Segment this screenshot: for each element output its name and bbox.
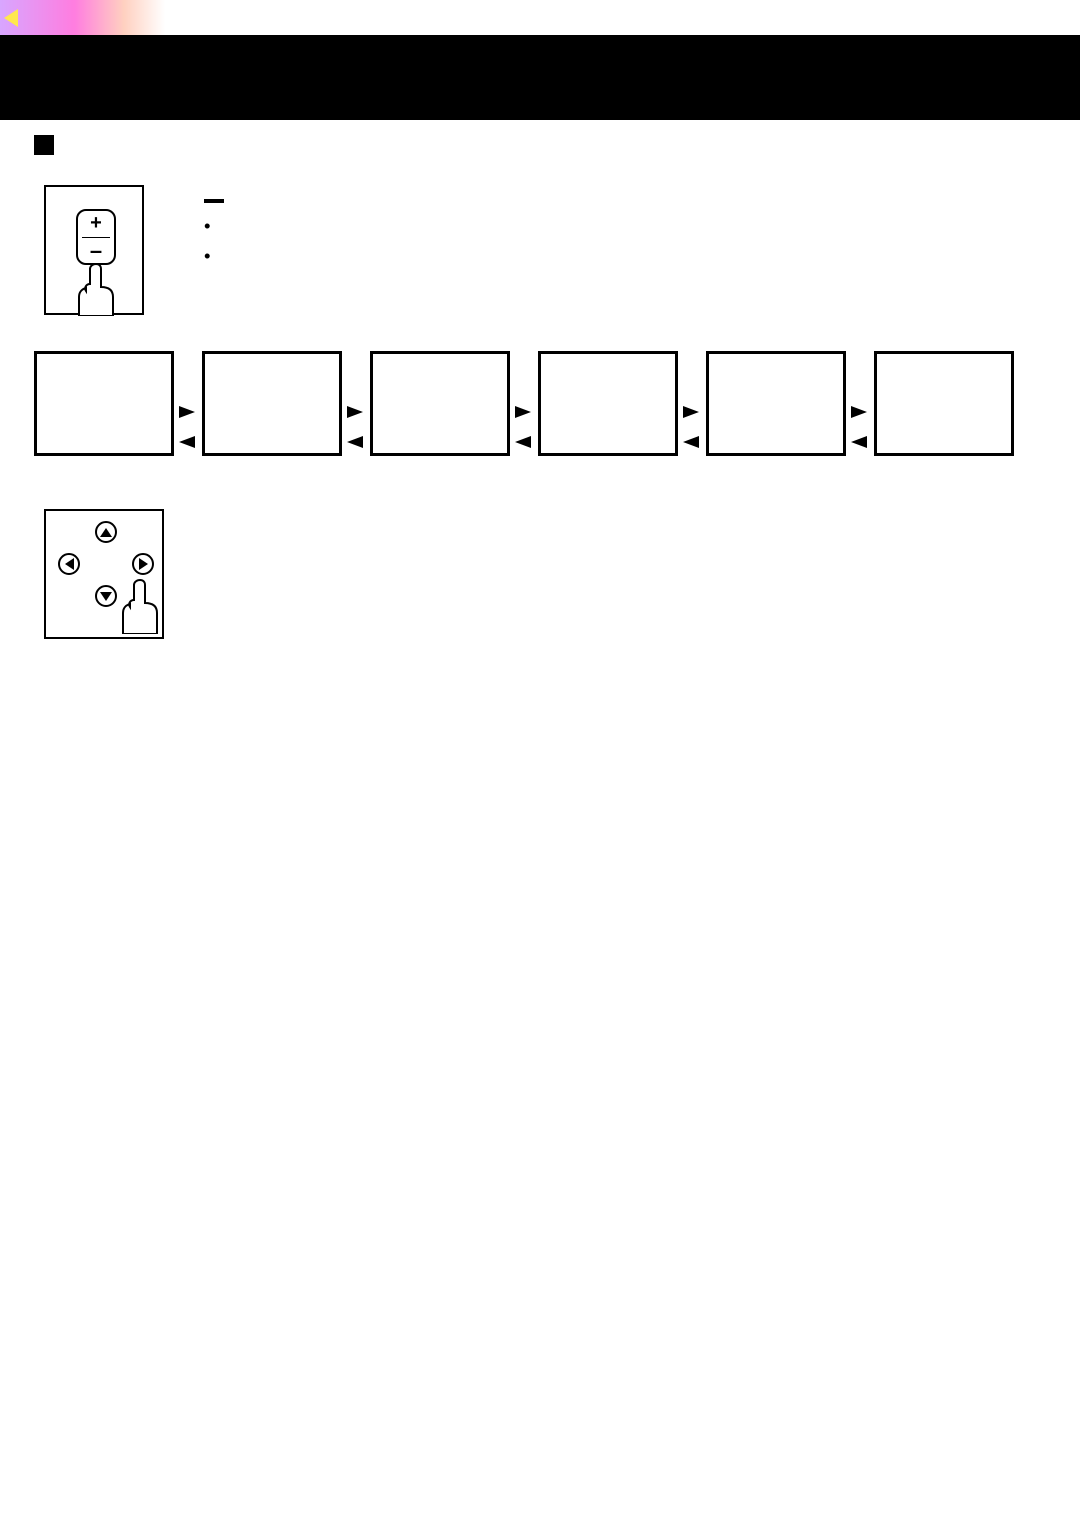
rcu-column-2 <box>34 501 204 639</box>
right-arrow-icon <box>132 553 154 575</box>
title-band <box>0 35 1080 120</box>
contents-link[interactable] <box>0 0 165 35</box>
note-line: • <box>204 244 1046 268</box>
dzoom-row: + – • • <box>34 177 1046 315</box>
zoom-arrow-right-icon <box>683 406 699 418</box>
zoom-arrow-left-icon <box>683 436 699 448</box>
section-heading <box>34 135 1046 155</box>
up-arrow-icon <box>95 521 117 543</box>
minus-icon: – <box>78 240 114 262</box>
finger-icon <box>116 576 164 639</box>
instruction-column-2 <box>204 501 1046 543</box>
zoom-level-strip <box>34 340 1046 461</box>
back-arrow-icon <box>4 9 18 27</box>
zoom-arrow-right-icon <box>515 406 531 418</box>
zoom-arrow-left-icon <box>347 436 363 448</box>
zoom-arrow-left-icon <box>851 436 867 448</box>
rcu-column-1: + – <box>34 177 204 315</box>
zoom-arrow-right-icon <box>347 406 363 418</box>
zoom-arrow-left-icon <box>179 436 195 448</box>
zoom-arrow-left-icon <box>515 436 531 448</box>
dzoom-button-outline: + – <box>76 209 116 265</box>
rcu-arrows-diagram <box>44 509 164 639</box>
plus-icon: + <box>78 213 114 233</box>
content-area: + – • • <box>34 135 1046 664</box>
arrow-row <box>34 501 1046 639</box>
rcu-dzoom-diagram: + – <box>44 185 144 315</box>
square-bullet-icon <box>34 135 54 155</box>
zoom-arrow-right-icon <box>179 406 195 418</box>
instruction-column-1: • • <box>204 177 1046 274</box>
note-line: • <box>204 214 1046 238</box>
down-arrow-icon <box>95 585 117 607</box>
left-arrow-icon <box>58 553 80 575</box>
zoom-arrow-right-icon <box>851 406 867 418</box>
note-badge <box>204 199 224 203</box>
finger-icon <box>70 260 122 316</box>
